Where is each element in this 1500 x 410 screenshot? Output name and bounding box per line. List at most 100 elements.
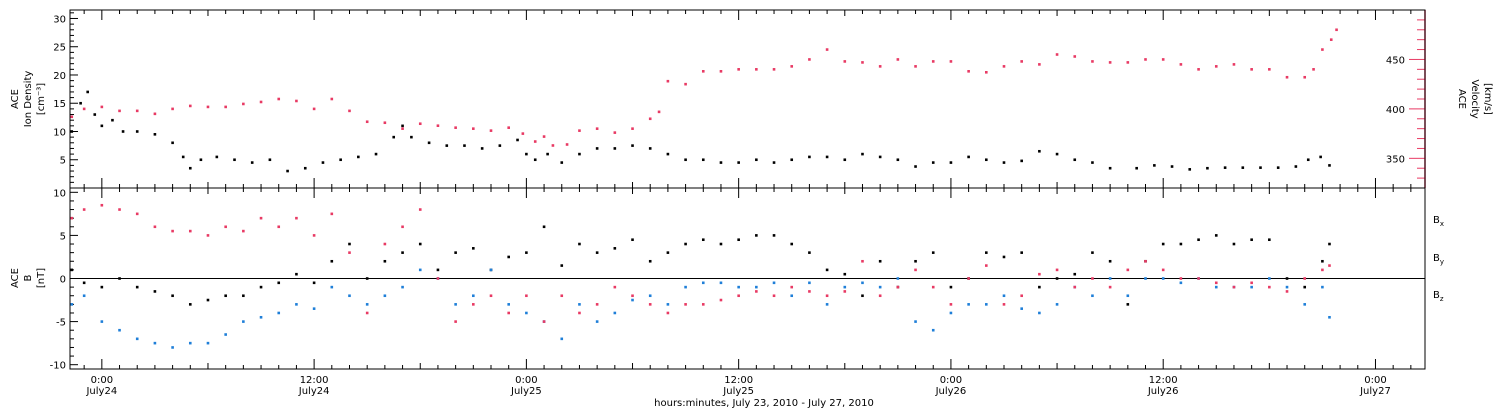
velocity-point xyxy=(1144,58,1147,61)
bz-point xyxy=(100,203,104,207)
bz-point xyxy=(967,277,970,280)
bz-point xyxy=(985,264,988,267)
time-tick-label: 0:00 xyxy=(1364,375,1386,386)
density-point xyxy=(1002,161,1006,164)
bz-point xyxy=(507,311,510,315)
by-point xyxy=(737,285,740,289)
date-tick-label: July24 xyxy=(298,386,330,397)
density-point xyxy=(516,138,519,142)
density-point xyxy=(772,161,776,164)
bz-point xyxy=(365,311,369,315)
density-point xyxy=(1038,149,1041,153)
date-tick-label: July25 xyxy=(722,386,754,397)
velocity-point xyxy=(1312,68,1315,71)
bx-point xyxy=(171,294,174,298)
bx-point xyxy=(82,281,86,285)
bz-point xyxy=(118,208,121,211)
density-point xyxy=(985,158,988,162)
by-point xyxy=(330,285,334,289)
velocity-point xyxy=(542,135,546,138)
velocity-point xyxy=(648,117,652,121)
bz-point xyxy=(436,277,440,280)
bz-point xyxy=(1161,268,1165,272)
bx-point xyxy=(507,255,510,259)
bx-point xyxy=(719,242,723,246)
bx-point xyxy=(772,234,776,237)
density-tick-label: 20 xyxy=(53,71,66,82)
velocity-point xyxy=(1073,55,1077,58)
by-point xyxy=(171,346,174,349)
by-point xyxy=(1303,303,1307,306)
density-point xyxy=(1241,166,1245,169)
bx-point xyxy=(914,259,917,263)
by-point xyxy=(489,268,493,272)
density-point xyxy=(188,166,192,170)
velocity-point xyxy=(701,70,705,73)
density-point xyxy=(808,155,811,159)
velocity-point xyxy=(613,131,617,134)
bz-point xyxy=(206,234,210,237)
time-tick-label: 12:00 xyxy=(1149,375,1178,386)
velocity-point xyxy=(967,70,970,73)
bx-point xyxy=(648,259,652,263)
b-tick-label: -10 xyxy=(50,361,66,372)
density-point xyxy=(121,130,125,133)
by-point xyxy=(1161,277,1165,280)
by-point xyxy=(259,315,263,319)
density-point xyxy=(1294,165,1298,168)
by-point xyxy=(135,337,139,341)
velocity-point xyxy=(1285,75,1289,79)
velocity-point xyxy=(118,109,121,113)
bx-point xyxy=(383,259,387,263)
velocity-point xyxy=(631,127,634,130)
bz-point xyxy=(613,285,617,289)
bz-point xyxy=(1268,285,1271,289)
bz-point xyxy=(560,294,564,298)
time-tick-label: 12:00 xyxy=(300,375,329,386)
density-point xyxy=(896,158,900,162)
by-point xyxy=(613,311,617,315)
by-point xyxy=(931,328,935,332)
bx-point xyxy=(613,247,617,250)
velocity-point xyxy=(684,82,687,86)
bz-point xyxy=(135,212,139,216)
bx-point xyxy=(1126,303,1130,306)
bx-point xyxy=(70,268,74,272)
bz-point xyxy=(1285,290,1289,293)
density-point xyxy=(546,152,549,156)
velocity-point xyxy=(914,65,917,68)
density-point xyxy=(914,165,917,168)
bx-point xyxy=(843,272,847,276)
bx-point xyxy=(1321,259,1324,263)
density-point xyxy=(171,141,174,145)
bx-point xyxy=(861,294,864,298)
density-point xyxy=(1319,155,1322,159)
density-point xyxy=(533,158,537,162)
velocity-point xyxy=(1268,68,1271,71)
density-point xyxy=(578,152,581,156)
bz-point xyxy=(188,229,192,233)
velocity-axis-title-line1: ACE xyxy=(1456,89,1467,109)
bz-point xyxy=(525,294,528,298)
time-tick-label: 0:00 xyxy=(940,375,962,386)
by-point xyxy=(1038,311,1041,315)
velocity-point xyxy=(1303,75,1307,79)
density-tick-label: 15 xyxy=(53,99,66,110)
by-point xyxy=(825,303,829,306)
b-tick-label: 10 xyxy=(53,188,66,199)
bz-point xyxy=(295,216,298,220)
density-point xyxy=(93,113,97,116)
bz-point xyxy=(825,294,829,298)
bz-point xyxy=(418,208,422,211)
bz-point xyxy=(684,303,687,306)
velocity-point xyxy=(595,127,599,130)
bx-point xyxy=(472,247,475,250)
by-point xyxy=(1108,277,1112,280)
bz-point xyxy=(843,290,847,293)
velocity-tick-label: 350 xyxy=(1386,154,1405,165)
by-point xyxy=(719,281,723,285)
velocity-tick-label: 400 xyxy=(1386,105,1405,116)
bx-point xyxy=(1328,242,1331,246)
density-point xyxy=(931,161,935,164)
bz-point xyxy=(931,285,935,289)
